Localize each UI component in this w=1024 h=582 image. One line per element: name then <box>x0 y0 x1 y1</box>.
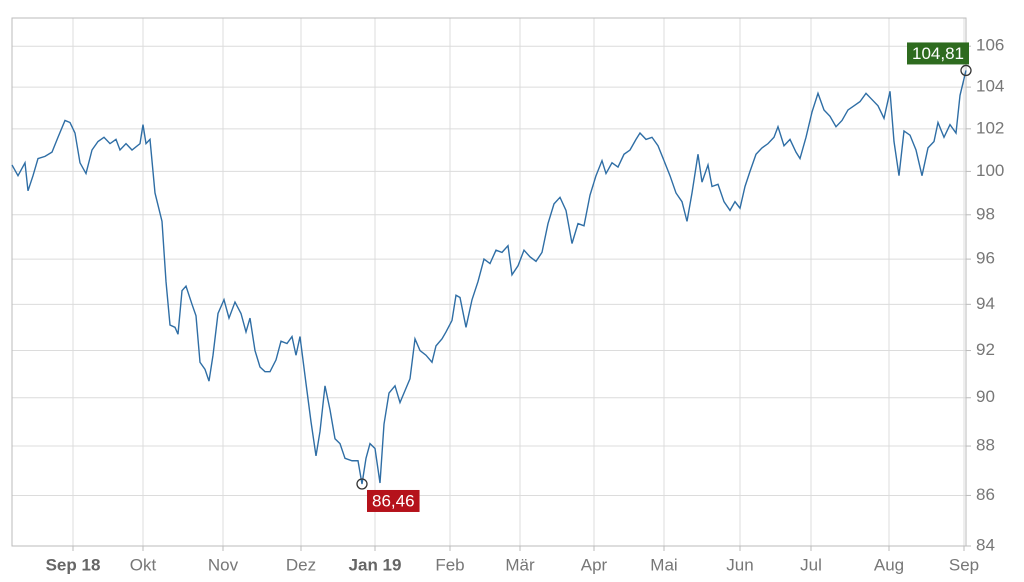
y-tick-label: 96 <box>976 249 995 268</box>
annotation-text: 86,46 <box>372 491 415 510</box>
x-tick-label: Apr <box>581 555 608 574</box>
y-tick-label: 100 <box>976 161 1004 180</box>
plot-frame <box>11 17 967 547</box>
y-tick-label: 92 <box>976 340 995 359</box>
y-tick-label: 90 <box>976 387 995 406</box>
y-tick-label: 102 <box>976 118 1004 137</box>
x-tick-label: Okt <box>130 555 157 574</box>
y-tick-label: 106 <box>976 36 1004 55</box>
y-tick-label: 88 <box>976 436 995 455</box>
x-tick-label: Jan 19 <box>349 555 402 574</box>
annotation-label: 86,46 <box>367 489 420 512</box>
price-line <box>11 70 967 485</box>
x-tick-label: Nov <box>208 555 239 574</box>
annotation-label: 104,81 <box>907 42 969 65</box>
x-tick-label: Jun <box>726 555 753 574</box>
annotation-box <box>907 42 969 65</box>
x-tick-label: Sep 18 <box>46 555 101 574</box>
y-tick-label: 86 <box>976 485 995 504</box>
y-tick-label: 98 <box>976 204 995 223</box>
x-tick-label: Dez <box>286 555 316 574</box>
annotation-marker <box>960 64 972 77</box>
x-tick-label: Mai <box>650 555 677 574</box>
x-tick-label: Aug <box>874 555 904 574</box>
annotation-box <box>367 489 420 512</box>
x-tick-label: Sep <box>949 555 979 574</box>
annotation-marker <box>356 478 368 490</box>
y-tick-label: 104 <box>976 77 1004 96</box>
x-tick-label: Feb <box>435 555 464 574</box>
y-tick-label: 94 <box>976 294 995 313</box>
x-tick-label: Jul <box>800 555 822 574</box>
y-tick-label: 84 <box>976 535 995 554</box>
x-tick-label: Mär <box>505 555 535 574</box>
annotation-text: 104,81 <box>912 44 964 63</box>
